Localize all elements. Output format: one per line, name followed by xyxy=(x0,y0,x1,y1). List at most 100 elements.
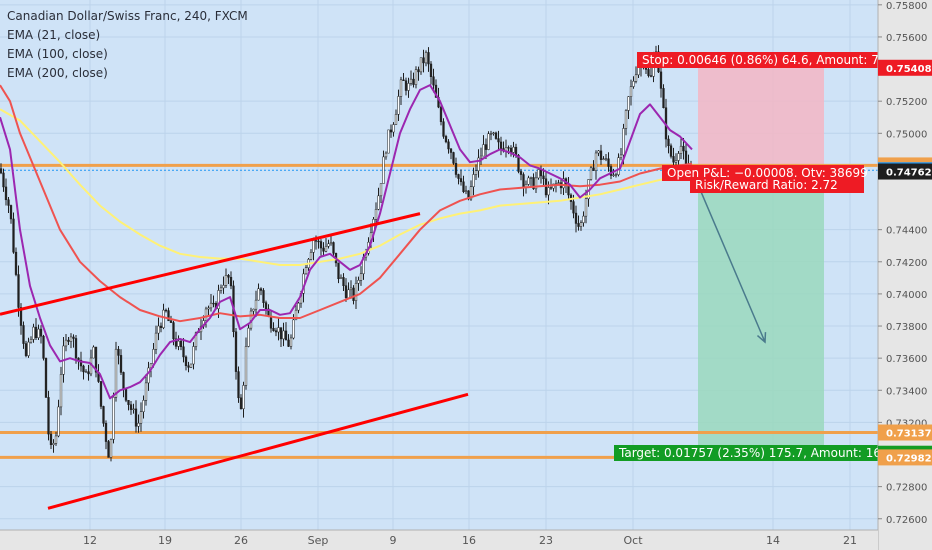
candle-body xyxy=(432,76,435,86)
candle-body xyxy=(357,280,360,284)
candle-body xyxy=(74,338,78,359)
y-tick-label: 0.75200 xyxy=(886,97,927,108)
candle-body xyxy=(484,144,488,150)
candle-body xyxy=(607,158,610,167)
candle-body xyxy=(354,282,358,301)
candle-body xyxy=(424,52,428,64)
candle-body xyxy=(29,339,33,343)
candle-body xyxy=(389,129,393,133)
candle-body xyxy=(187,365,190,368)
ema100-line xyxy=(0,84,693,323)
candle-body xyxy=(142,400,145,413)
legend-ema21: EMA (21, close) xyxy=(7,28,101,42)
candle-body xyxy=(529,177,533,179)
y-tick-label: 0.73600 xyxy=(886,354,927,365)
candle-body xyxy=(0,168,3,174)
target-label-bg xyxy=(614,445,878,461)
candle-body xyxy=(534,177,538,190)
candle-body xyxy=(289,337,293,347)
candle-body xyxy=(192,346,195,365)
candle-body xyxy=(329,242,333,245)
candle-body xyxy=(152,349,155,365)
candle-body xyxy=(222,285,225,289)
candle-body xyxy=(157,325,160,334)
candle-body xyxy=(557,182,560,184)
candle-body xyxy=(212,302,215,305)
candle-body xyxy=(282,330,285,340)
x-tick-label: Sep xyxy=(308,534,329,547)
candle-body xyxy=(67,339,70,342)
candle-body xyxy=(562,178,565,189)
stop-label: Stop: 0.00646 (0.86%) 64.6, Amount: 75 xyxy=(637,52,887,68)
candle-body xyxy=(162,309,165,328)
candle-body xyxy=(254,299,258,310)
candle-body xyxy=(167,310,170,322)
candle-body xyxy=(507,147,510,149)
candle-body xyxy=(462,181,465,192)
candle-body xyxy=(172,322,175,340)
price-badge-bg xyxy=(878,163,932,180)
stop-label-text: Stop: 0.00646 (0.86%) 64.6, Amount: 75 xyxy=(642,53,887,67)
stop-zone xyxy=(698,67,824,172)
candle-body xyxy=(184,356,188,367)
candle-body xyxy=(599,150,603,160)
candle-body xyxy=(102,406,105,424)
candle-body xyxy=(292,319,295,339)
candle-body xyxy=(49,433,53,445)
candle-body xyxy=(399,79,403,97)
candle-body xyxy=(394,114,398,125)
candle-body xyxy=(634,74,638,82)
projection-arrow xyxy=(697,184,766,343)
candle-body xyxy=(17,274,20,308)
candle-body xyxy=(127,400,130,405)
candle-body xyxy=(37,328,40,338)
candle-body xyxy=(219,287,223,291)
candle-body xyxy=(317,240,320,243)
candle-body xyxy=(612,174,615,176)
candle-body xyxy=(19,307,23,326)
candle-body xyxy=(69,336,73,342)
candle-body xyxy=(624,110,628,129)
y-tick-label: 0.75600 xyxy=(886,33,927,44)
price-badge-bg xyxy=(878,449,932,466)
candle-body xyxy=(472,174,475,187)
candle-body xyxy=(582,215,585,223)
candle-body xyxy=(439,106,443,122)
candle-body xyxy=(257,288,260,301)
candle-body xyxy=(104,423,108,442)
candle-body xyxy=(177,340,180,347)
chart-legend: Canadian Dollar/Swiss Franc, 240, FXCM E… xyxy=(7,7,248,83)
candle-body xyxy=(147,367,150,384)
candle-body xyxy=(594,152,598,171)
candle-body xyxy=(514,146,518,156)
candle-body xyxy=(417,69,420,73)
y-tick-label: 0.73200 xyxy=(886,418,927,429)
candle-body xyxy=(287,339,290,347)
candle-body xyxy=(519,171,523,175)
candle-body xyxy=(332,242,335,254)
candle-body xyxy=(477,157,480,171)
candle-body xyxy=(602,158,605,160)
rr-label-text: Risk/Reward Ratio: 2.72 xyxy=(695,178,838,192)
candle-body xyxy=(107,441,110,458)
candle-body xyxy=(404,80,408,91)
candle-body xyxy=(314,240,318,242)
candle-body xyxy=(457,174,460,179)
rr-label: Risk/Reward Ratio: 2.72 xyxy=(690,177,864,193)
candle-body xyxy=(579,222,583,227)
candle-body xyxy=(427,52,430,65)
candle-body xyxy=(224,275,228,286)
price-badge-bg xyxy=(878,424,932,441)
candle-body xyxy=(392,124,395,133)
candle-body xyxy=(297,302,300,311)
rr-label-bg xyxy=(690,177,864,193)
candle-body xyxy=(444,136,448,143)
candle-body xyxy=(344,285,348,298)
candle-body xyxy=(384,152,388,158)
candle-body xyxy=(619,154,623,158)
candle-body xyxy=(279,327,283,340)
candle-body xyxy=(674,160,678,163)
candle-body xyxy=(479,155,483,159)
candle-body xyxy=(132,408,135,410)
